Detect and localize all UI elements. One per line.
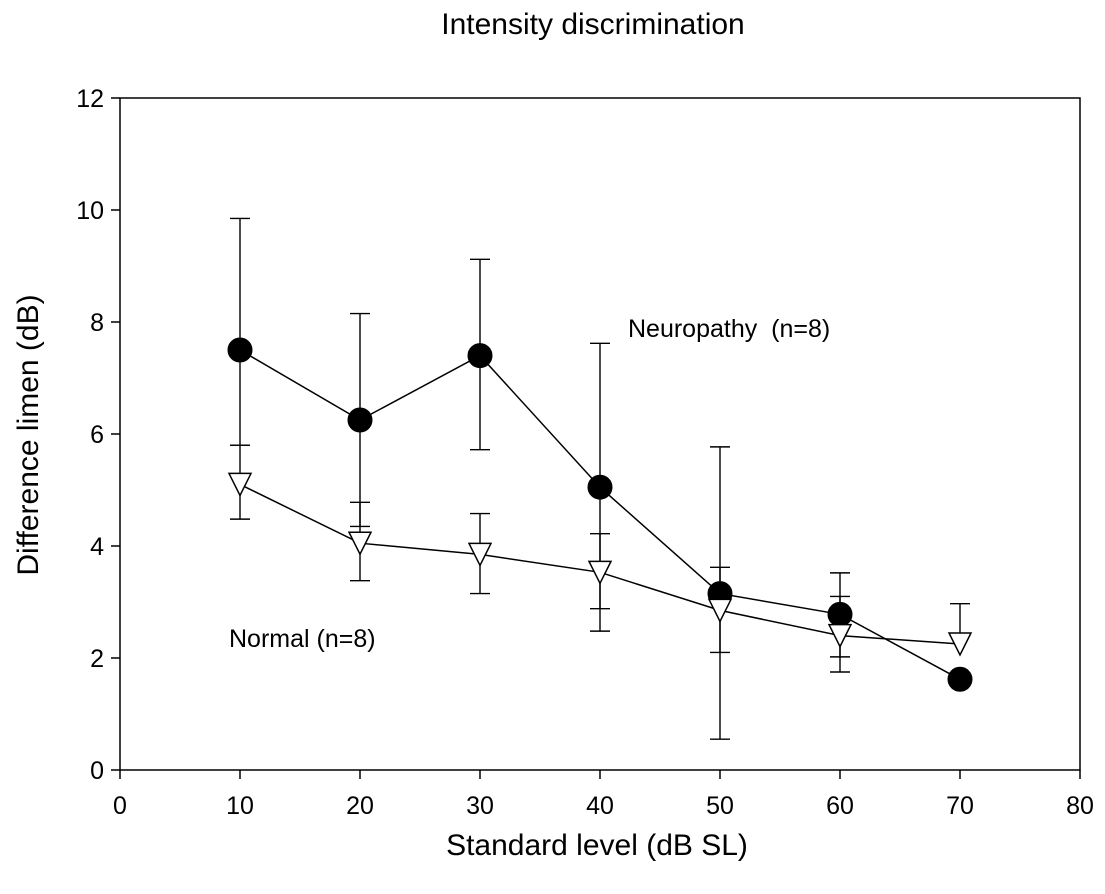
x-axis-label: Standard level (dB SL) <box>446 829 748 862</box>
x-axis: 0 10 20 30 40 50 60 70 80 <box>113 770 1094 820</box>
data-point-circle <box>467 343 493 369</box>
data-point-circle <box>347 407 373 433</box>
y-tick-label: 12 <box>76 85 104 113</box>
series-1-markers <box>227 472 973 657</box>
x-tick-label: 80 <box>1066 792 1094 820</box>
y-tick-label: 8 <box>90 309 104 337</box>
y-axis-label: Difference limen (dB) <box>12 294 45 575</box>
series-label-normal: Normal (n=8) <box>229 625 376 653</box>
series-layer <box>227 217 973 740</box>
y-axis: 0 2 4 6 8 10 12 <box>76 85 120 785</box>
data-point-triangle <box>947 632 973 657</box>
data-point-triangle <box>707 598 733 624</box>
data-point-triangle <box>347 531 373 556</box>
chart-title: Intensity discrimination <box>441 8 744 41</box>
data-point-triangle <box>587 560 613 585</box>
x-tick-label: 0 <box>113 792 127 820</box>
data-point-circle <box>587 474 613 500</box>
series-0-markers <box>227 337 973 692</box>
data-point-triangle <box>827 623 853 649</box>
x-tick-label: 70 <box>946 792 974 820</box>
x-tick-label: 10 <box>226 792 254 820</box>
y-tick-label: 4 <box>90 533 104 561</box>
y-tick-label: 0 <box>90 757 104 785</box>
series-label-neuropathy: Neuropathy (n=8) <box>628 315 830 343</box>
x-tick-label: 30 <box>466 792 494 820</box>
x-tick-label: 20 <box>346 792 374 820</box>
data-point-circle <box>227 337 253 363</box>
y-tick-label: 10 <box>76 197 104 225</box>
data-point-triangle <box>227 472 253 498</box>
x-tick-label: 50 <box>706 792 734 820</box>
data-point-circle <box>947 666 973 692</box>
y-tick-label: 6 <box>90 421 104 449</box>
data-point-triangle <box>467 542 493 568</box>
x-tick-label: 40 <box>586 792 614 820</box>
x-tick-label: 60 <box>826 792 854 820</box>
y-tick-label: 2 <box>90 645 104 673</box>
data-point-circle <box>827 601 853 627</box>
